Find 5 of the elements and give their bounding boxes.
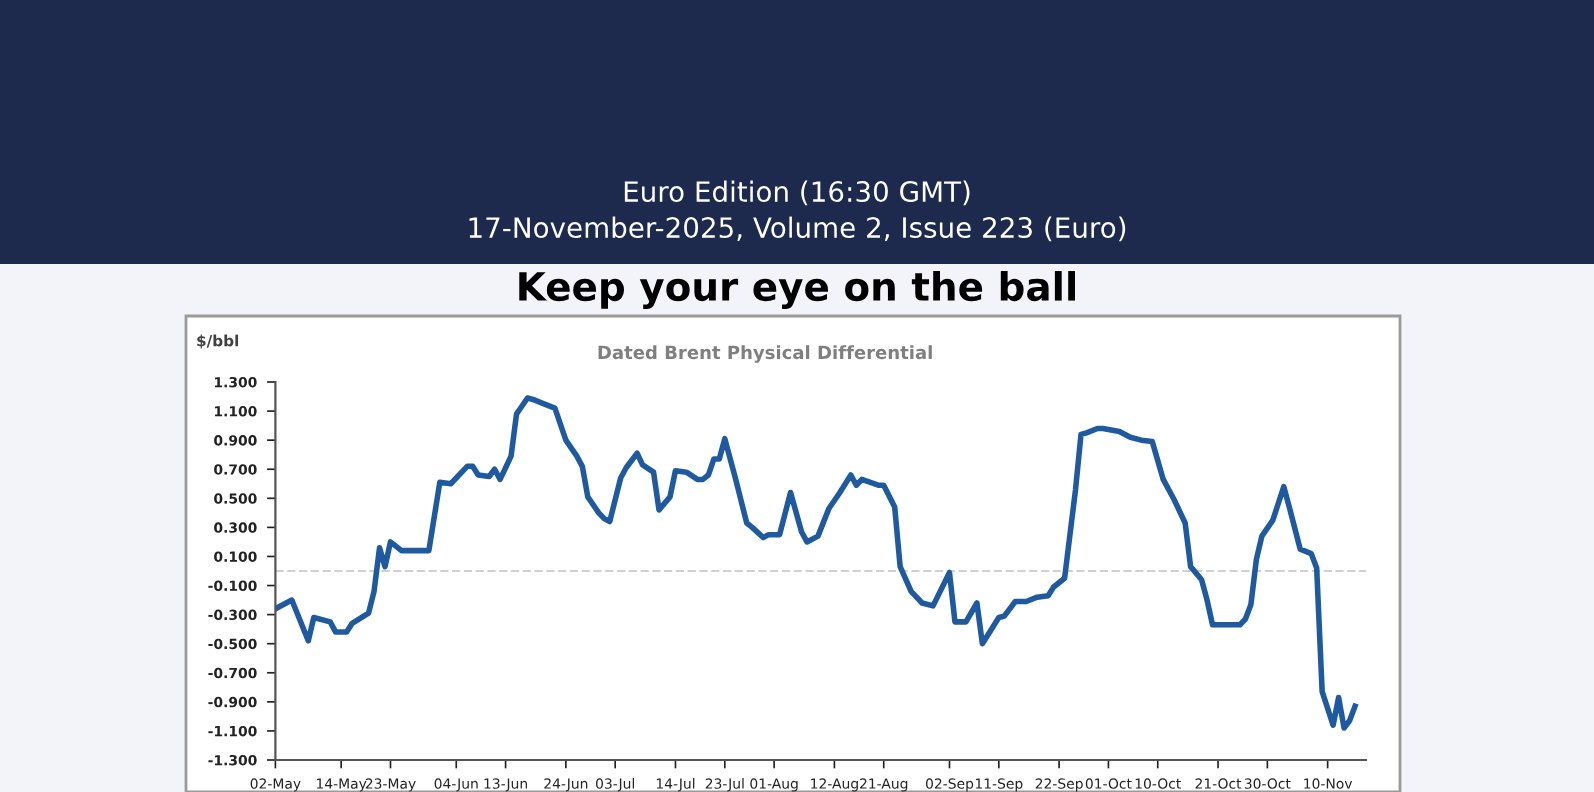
text: Euro Edition (16:30 GMT) xyxy=(624,180,970,206)
chart-subtitle: Dated Brent Physical Differential xyxy=(598,345,932,363)
chart-title: Keep your eye on the ball xyxy=(519,271,1076,309)
line-series xyxy=(275,395,1358,731)
text: 17-November-2025, Volume 2, Issue 223 (Euro) xyxy=(469,216,1126,242)
